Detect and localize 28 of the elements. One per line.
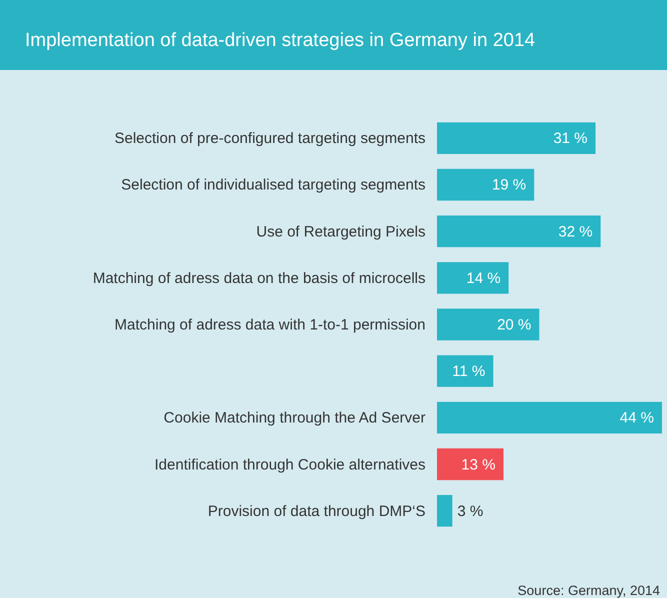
y-tick-label: Selection of individualised targeting segments [121,176,426,194]
data-label: 20 % [497,316,532,334]
y-tick-label: Selection of pre-configured targeting segments [114,130,426,148]
data-label: 3 % [457,502,484,520]
y-tick-label: Provision of data through DMP‘S [208,502,426,520]
y-tick-label: Identification through Cookie alternatives [154,456,426,474]
bar [437,402,662,434]
data-label: 14 % [466,270,501,287]
data-label: 44 % [620,410,654,427]
bar [437,215,601,248]
bar [437,448,504,480]
text: Implementation of data-driven strategies in Germany in 2014 [25,30,536,51]
bar [437,495,452,527]
y-tick-label: Use of Retargeting Pixels [256,223,426,240]
y-tick-label: Matching of adress data with 1-to-1 permission [114,316,426,334]
bar [437,308,540,340]
data-label: 13 % [461,456,496,474]
bar [437,168,534,201]
bar [437,262,509,294]
bar [437,122,596,154]
data-label: 19 % [492,176,526,194]
y-tick-label: Cookie Matching through the Ad Server [164,410,426,427]
data-label: 31 % [553,130,588,148]
source-note: Source: Germany, 2014 [518,583,660,598]
data-label: 32 % [558,223,593,240]
bar [437,355,494,387]
data-label: 11 % [452,363,486,380]
y-tick-label: Matching of adress data on the basis of microcells [92,270,426,287]
